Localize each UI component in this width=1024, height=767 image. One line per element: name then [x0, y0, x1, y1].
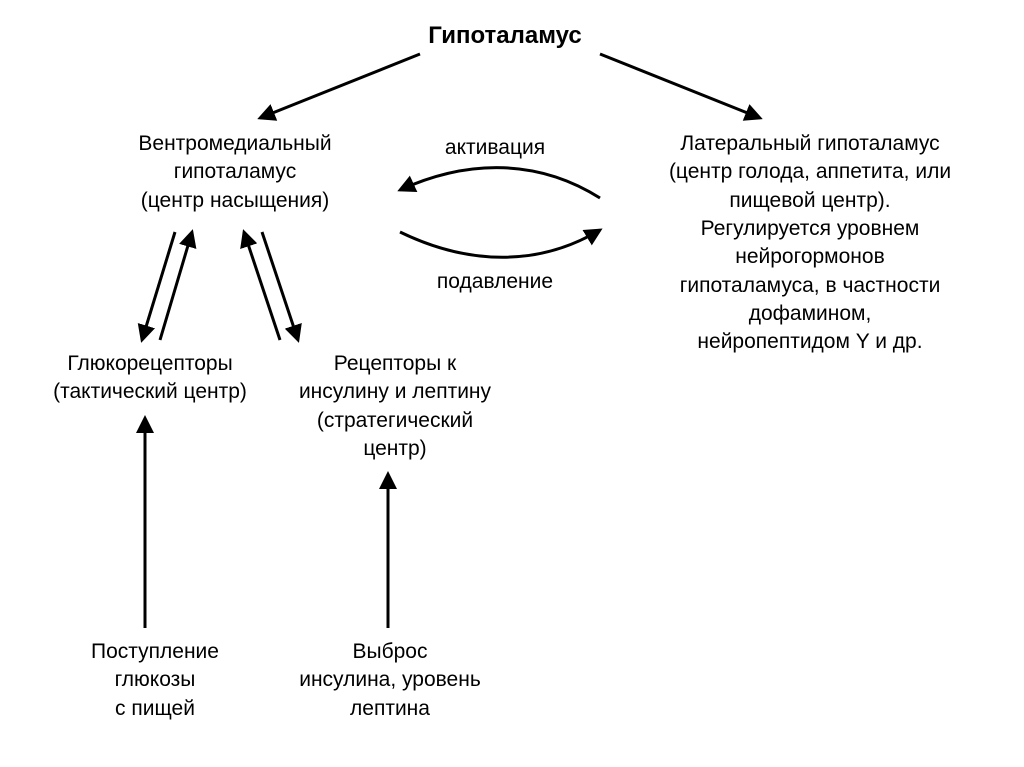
arrow — [244, 232, 280, 340]
arrow — [260, 54, 420, 118]
node-glucose: Поступление глюкозы с пищей — [55, 638, 255, 723]
node-insrec: Рецепторы к инсулину и лептину (стратеги… — [270, 350, 520, 463]
node-insulin: Выброс инсулина, уровень лептина — [265, 638, 515, 723]
node-act: активация — [395, 134, 595, 162]
arrow — [160, 232, 192, 340]
arrow — [600, 54, 760, 118]
node-right: Латеральный гипоталамус (центр голода, а… — [620, 130, 1000, 357]
curve-arrow — [400, 230, 600, 257]
node-title: Гипоталамус — [385, 20, 625, 52]
node-sup: подавление — [395, 268, 595, 296]
curve-arrow — [400, 168, 600, 198]
arrow — [262, 232, 298, 340]
node-gluco: Глюкорецепторы (тактический центр) — [30, 350, 270, 407]
arrow — [142, 232, 175, 340]
node-left: Вентромедиальный гипоталамус (центр насы… — [105, 130, 365, 215]
